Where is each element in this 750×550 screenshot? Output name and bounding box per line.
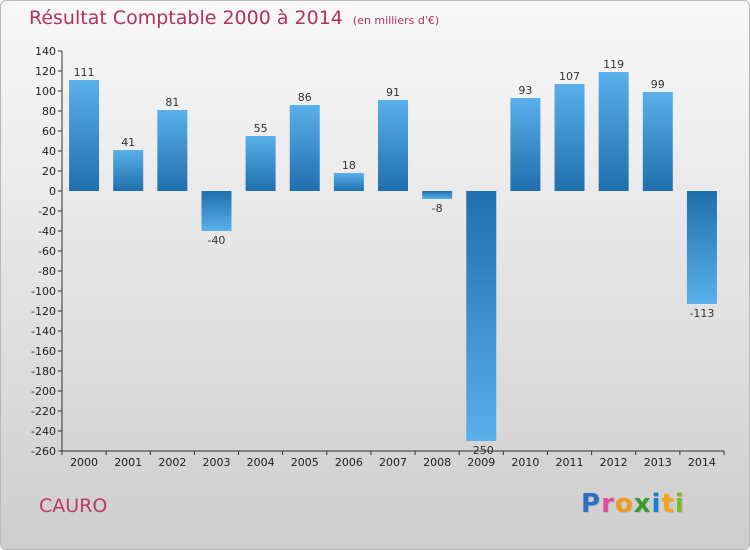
x-tick-label-2005: 2005 — [291, 456, 319, 469]
bar-2007 — [378, 100, 408, 191]
y-tick-label: -100 — [31, 285, 56, 298]
chart-title-text: Résultat Comptable 2000 à 2014 — [29, 7, 343, 29]
bar-2009 — [466, 191, 497, 441]
data-label-2012: 119 — [603, 58, 624, 71]
bar-2011 — [554, 84, 585, 191]
logo-letter: P — [581, 489, 602, 519]
bar-2000 — [69, 80, 100, 191]
bar-2010 — [510, 98, 541, 191]
bars-group — [69, 72, 717, 441]
data-labels-group: 111 41 81 -40 55 86 18 91 -8 -250 93 107 119 99 -113 — [74, 58, 715, 457]
data-label-2001: 41 — [121, 136, 135, 149]
x-tick-label-2013: 2013 — [644, 456, 672, 469]
x-tick-label-2014: 2014 — [688, 456, 716, 469]
data-label-2011: 107 — [559, 70, 580, 83]
x-tick-label-2003: 2003 — [202, 456, 230, 469]
y-tick-label: -220 — [31, 405, 56, 418]
logo-letter: t — [661, 489, 675, 519]
data-label-2007: 91 — [386, 86, 400, 99]
y-tick-label: 140 — [35, 45, 56, 58]
data-label-2006: 18 — [342, 159, 356, 172]
x-tick-label-2007: 2007 — [379, 456, 407, 469]
axes: 140 120 100 80 60 40 20 0 -20 -40 -60 -80 -100 -120 -1… — [31, 45, 725, 469]
y-tick-label: -120 — [31, 305, 56, 318]
data-label-2009: -250 — [469, 444, 494, 457]
bar-2014 — [686, 191, 717, 304]
y-tick-label: 120 — [35, 65, 56, 78]
x-tick-label-2012: 2012 — [600, 456, 628, 469]
y-tick-label: -200 — [31, 385, 56, 398]
data-label-2003: -40 — [207, 234, 225, 247]
y-tick-label: 80 — [42, 105, 56, 118]
data-label-2010: 93 — [518, 84, 532, 97]
commune-name: CAURO — [39, 495, 108, 517]
y-tick-label: 20 — [42, 165, 56, 178]
x-tick-label-2001: 2001 — [114, 456, 142, 469]
y-tick-label: -80 — [38, 265, 56, 278]
x-tick-label-2008: 2008 — [423, 456, 451, 469]
x-tick-label-2002: 2002 — [158, 456, 186, 469]
logo-letter: i — [674, 489, 685, 519]
logo-letter: x — [633, 489, 652, 519]
x-tick-label-2011: 2011 — [556, 456, 584, 469]
chart-unit: (en milliers d'€) — [352, 14, 440, 27]
bar-2012 — [598, 72, 629, 191]
y-tick-label: -240 — [31, 425, 56, 438]
y-tick-label: -260 — [31, 445, 56, 458]
bar-2003 — [201, 191, 232, 231]
data-label-2000: 111 — [74, 66, 95, 79]
x-tick-label-2009: 2009 — [467, 456, 495, 469]
data-label-2004: 55 — [254, 122, 268, 135]
y-tick-label: -180 — [31, 365, 56, 378]
proxiti-logo: Proxiti — [581, 489, 685, 519]
y-tick-label: 0 — [49, 185, 56, 198]
y-tick-label: 40 — [42, 145, 56, 158]
bar-2013 — [642, 92, 673, 191]
logo-letter: i — [651, 489, 662, 519]
y-tick-label: -20 — [38, 205, 56, 218]
x-tick-label-2006: 2006 — [335, 456, 363, 469]
y-tick-label: -160 — [31, 345, 56, 358]
bar-2004 — [245, 136, 276, 191]
y-tick-label: 60 — [42, 125, 56, 138]
x-tick-label-2000: 2000 — [70, 456, 98, 469]
bar-2006 — [333, 173, 364, 191]
chart-title: Résultat Comptable 2000 à 2014 (en millie… — [29, 7, 439, 29]
data-label-2014: -113 — [689, 307, 714, 320]
bar-2008 — [422, 191, 453, 199]
logo-letter: o — [614, 489, 634, 519]
y-tick-label: -40 — [38, 225, 56, 238]
data-label-2008: -8 — [432, 202, 443, 215]
data-label-2002: 81 — [165, 96, 179, 109]
y-tick-label: -60 — [38, 245, 56, 258]
data-label-2013: 99 — [651, 78, 665, 91]
logo-letter: r — [601, 489, 615, 519]
data-label-2005: 86 — [298, 91, 312, 104]
x-tick-label-2004: 2004 — [247, 456, 275, 469]
bar-2001 — [113, 150, 144, 191]
x-tick-label-2010: 2010 — [511, 456, 539, 469]
bar-2002 — [157, 110, 188, 191]
bar-2005 — [289, 105, 320, 191]
y-tick-label: 100 — [35, 85, 56, 98]
y-tick-label: -140 — [31, 325, 56, 338]
